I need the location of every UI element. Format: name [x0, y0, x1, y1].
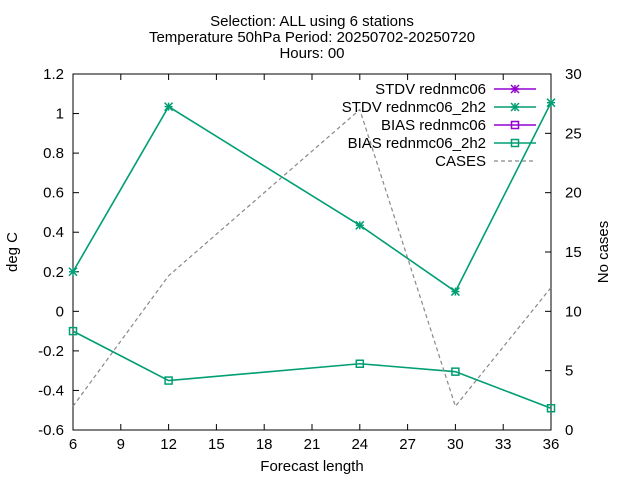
y2-tick-label: 15	[565, 244, 582, 261]
x-tick-label: 24	[351, 436, 368, 453]
y-tick-label: -0.6	[38, 422, 64, 439]
title-line-1: Selection: ALL using 6 stations	[210, 13, 414, 30]
x-tick-label: 9	[117, 436, 125, 453]
legend-label: STDV rednmc06	[375, 81, 486, 98]
data-point	[68, 267, 78, 277]
title-line-3: Hours: 00	[279, 45, 344, 62]
x-axis-label: Forecast length	[260, 458, 363, 475]
marker-stroke	[164, 102, 174, 112]
legend-label: CASES	[435, 153, 486, 170]
data-point	[451, 367, 460, 376]
marker-stroke	[355, 220, 365, 230]
x-tick-label: 27	[399, 436, 416, 453]
marker-stroke	[68, 267, 78, 277]
y2-tick-label: 25	[565, 125, 582, 142]
y-tick-label: 0.4	[43, 224, 64, 241]
x-tick-label: 33	[495, 436, 512, 453]
legend-label: STDV rednmc06_2h2	[342, 99, 486, 116]
marker-stroke	[510, 102, 520, 112]
y-tick-label: -0.4	[38, 382, 64, 399]
series-layer	[68, 98, 556, 413]
y2-tick-label: 5	[565, 363, 573, 380]
y-tick-label: 0.2	[43, 264, 64, 281]
marker-stroke	[510, 84, 520, 94]
y-tick-label: 0	[56, 303, 64, 320]
x-tick-label: 6	[69, 436, 77, 453]
data-point	[546, 403, 556, 413]
x-tick-label: 12	[160, 436, 177, 453]
marker-stroke	[450, 287, 460, 297]
y-axis-label: deg C	[4, 232, 21, 272]
x-axis: 6 9 12 15 18 21 24 27 30 33 36	[69, 74, 560, 453]
data-point	[68, 326, 78, 336]
x-tick-label: 15	[208, 436, 225, 453]
y-axis-right: 0 5 10 15 20 25 30	[545, 66, 582, 439]
data-point	[164, 102, 174, 112]
title-line-2: Temperature 50hPa Period: 20250702-20250…	[149, 29, 475, 46]
y2-tick-label: 20	[565, 185, 582, 202]
chart-title: Selection: ALL using 6 stations Temperat…	[149, 13, 475, 62]
marker-stroke	[546, 98, 556, 108]
series-line	[72, 330, 552, 409]
x-tick-label: 36	[543, 436, 560, 453]
series-line	[72, 108, 552, 408]
data-point	[450, 287, 460, 297]
y2-tick-label: 10	[565, 303, 582, 320]
x-tick-label: 30	[447, 436, 464, 453]
y2-tick-label: 0	[565, 422, 573, 439]
x-tick-label: 21	[304, 436, 321, 453]
y2-tick-label: 30	[565, 66, 582, 83]
data-point	[355, 220, 365, 230]
legend-label: BIAS rednmc06_2h2	[348, 135, 486, 152]
data-point	[510, 138, 520, 148]
data-point	[510, 120, 520, 130]
data-point	[510, 102, 520, 112]
y-axis-left: -0.6 -0.4 -0.2 0 0.2 0.4 0.6 0.8 1 1.2	[38, 66, 79, 439]
y-tick-label: 0.6	[43, 185, 64, 202]
data-point	[546, 98, 556, 108]
y-tick-label: 0.8	[43, 145, 64, 162]
data-point	[510, 84, 520, 94]
y-tick-label: -0.2	[38, 343, 64, 360]
x-tick-label: 18	[256, 436, 273, 453]
y-tick-label: 1	[56, 106, 64, 123]
legend-label: BIAS rednmc06	[381, 117, 486, 134]
y-tick-label: 1.2	[43, 66, 64, 83]
y2-axis-label: No cases	[595, 221, 612, 284]
data-point	[355, 359, 365, 368]
data-point	[164, 376, 173, 385]
